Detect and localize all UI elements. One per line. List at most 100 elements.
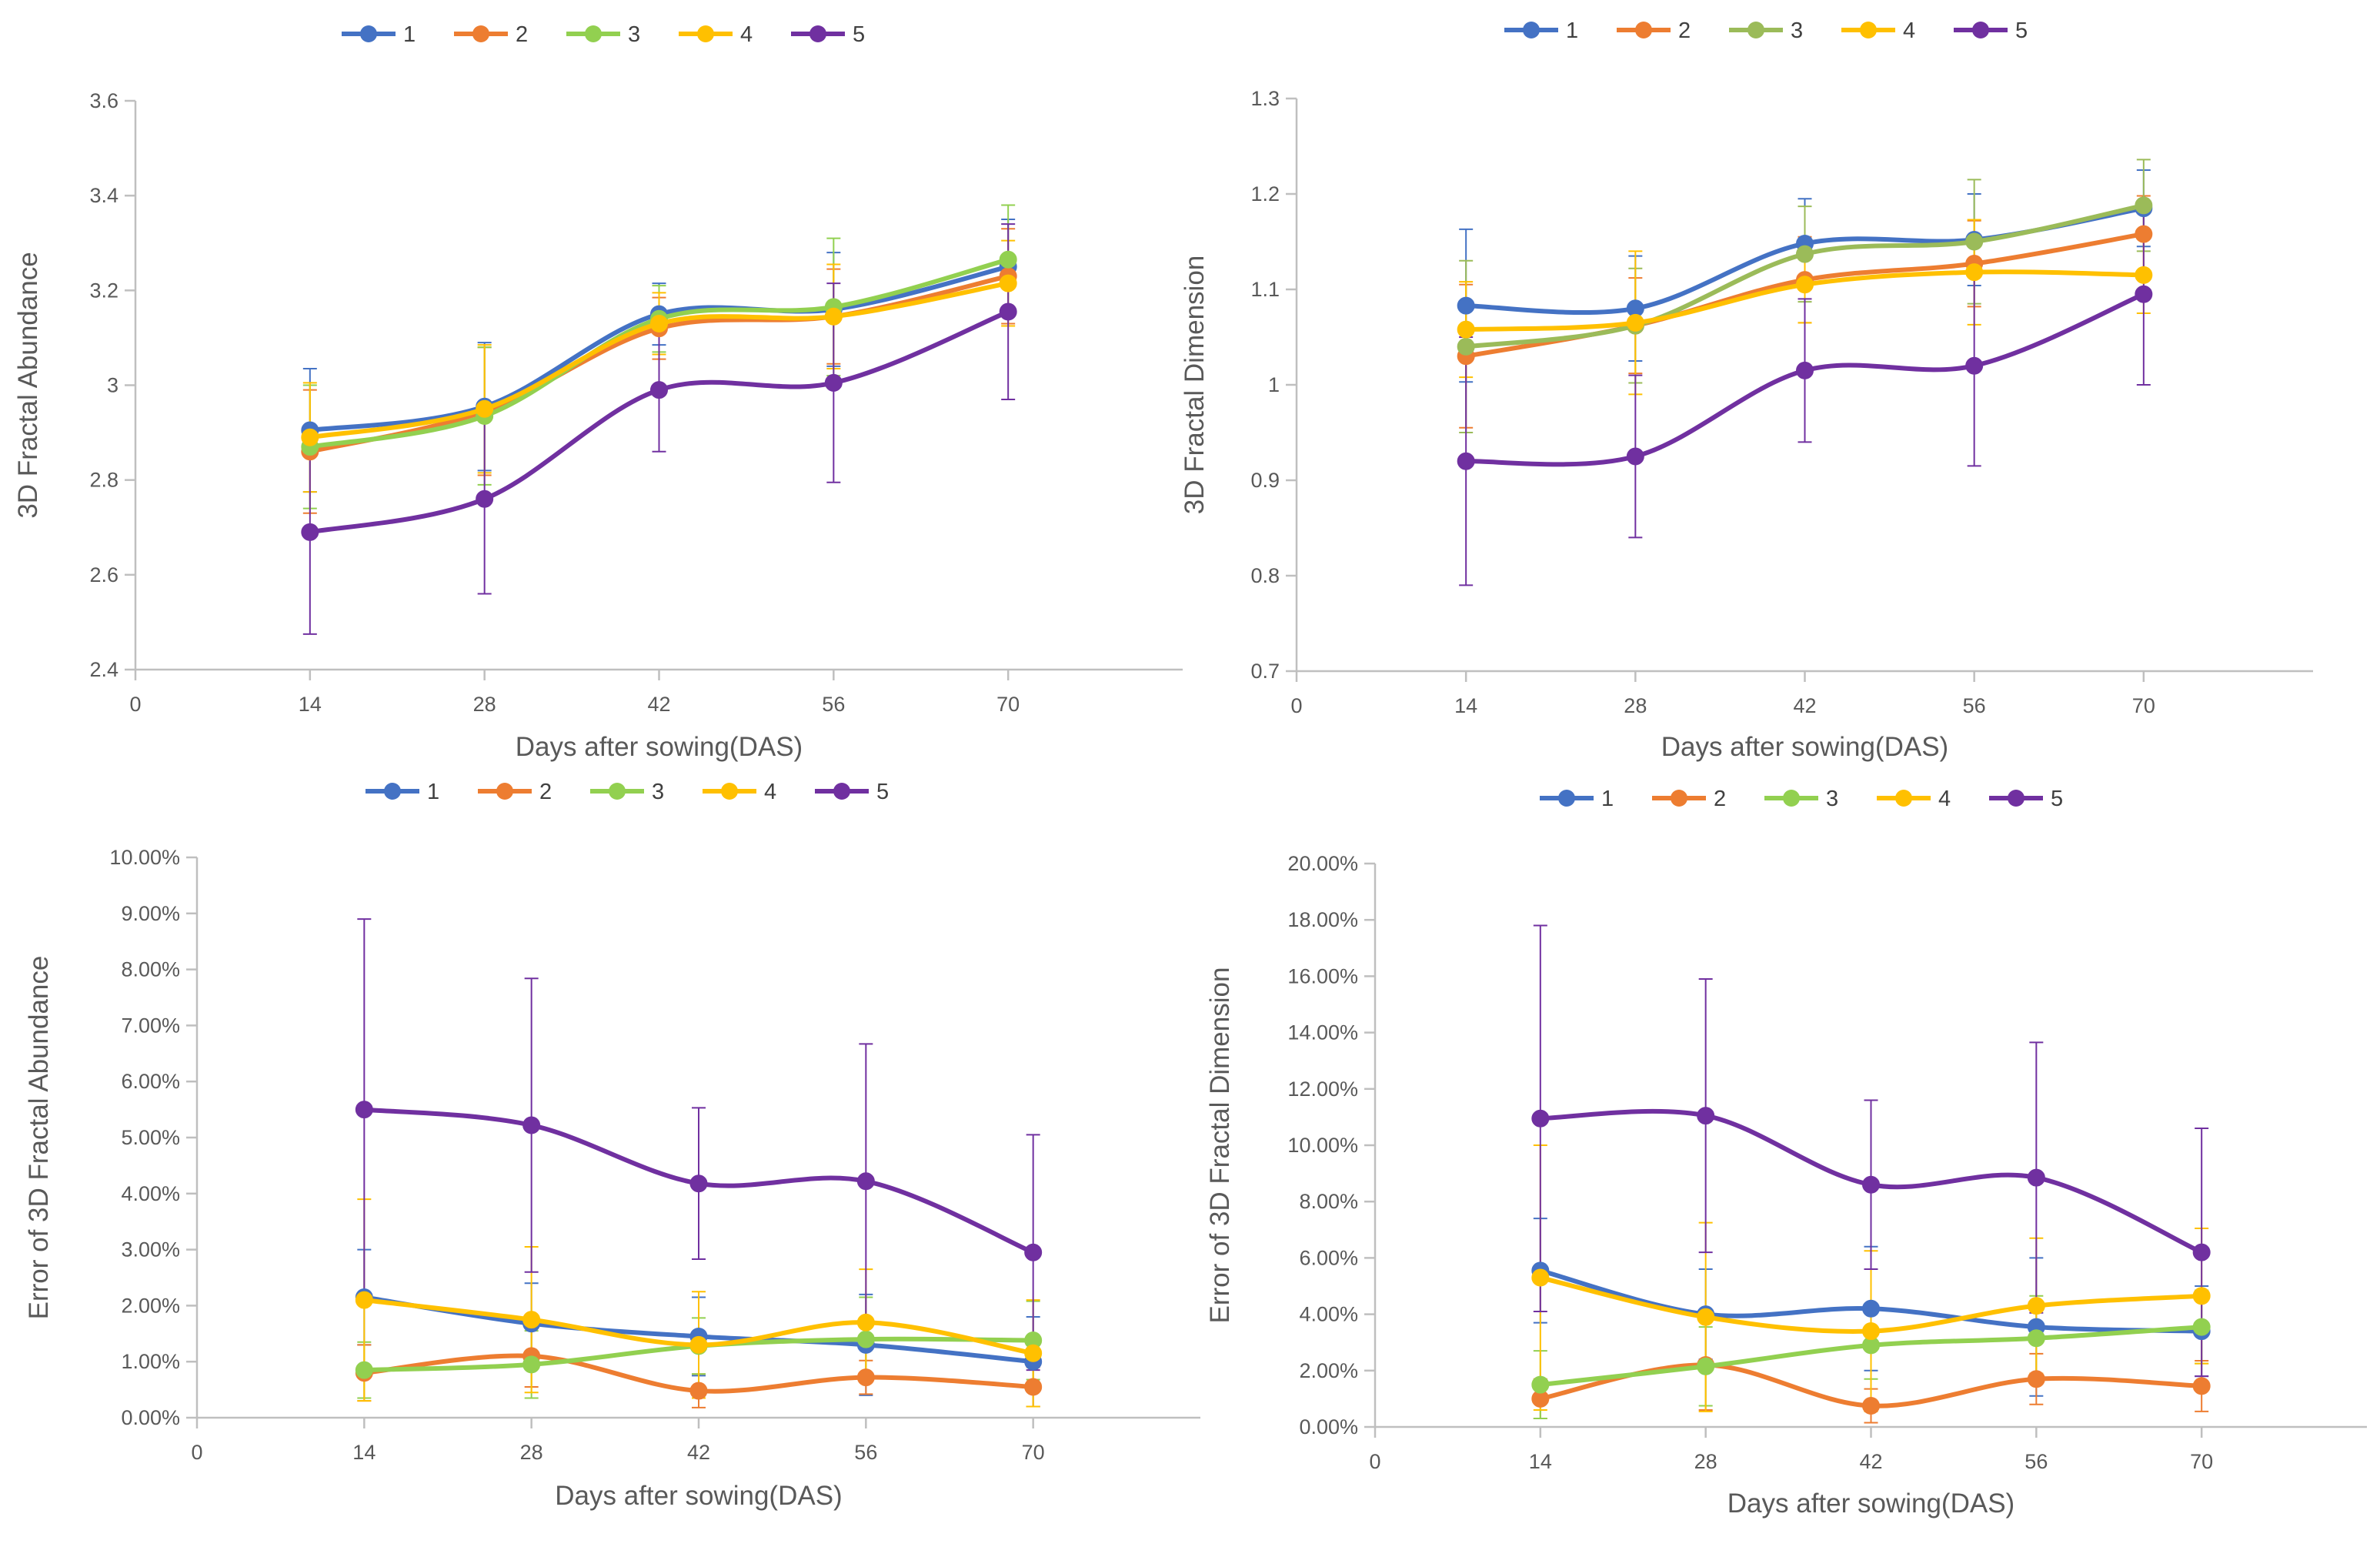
data-point-series-4	[522, 1311, 541, 1329]
legend-marker-series-3	[609, 783, 626, 800]
legend-label-series-1: 1	[403, 22, 416, 47]
y-tick-label: 6.00%	[121, 1070, 180, 1093]
data-point-series-4	[301, 428, 319, 446]
data-point-series-4	[1965, 263, 1984, 282]
legend: 1 2 3 4 5	[342, 22, 865, 47]
x-tick-label: 56	[2025, 1450, 2048, 1473]
y-axis-title: 3D Fractal Abundance	[13, 252, 43, 518]
data-point-series-4	[689, 1335, 708, 1354]
y-tick-label: 16.00%	[1287, 964, 1358, 987]
y-tick-label: 0.8	[1250, 564, 1280, 587]
x-axis-title: Days after sowing(DAS)	[516, 732, 803, 762]
x-tick-label: 28	[1624, 694, 1647, 717]
legend-marker-series-5	[809, 25, 826, 42]
y-tick-label: 2.00%	[121, 1294, 180, 1317]
y-tick-label: 9.00%	[121, 902, 180, 925]
y-tick-label: 10.00%	[1287, 1134, 1358, 1157]
y-axis-title: Error of 3D Fractal Abundance	[24, 956, 54, 1320]
legend-marker-series-5	[2008, 790, 2025, 807]
data-point-series-4	[1697, 1308, 1715, 1326]
legend-label-series-1: 1	[427, 780, 439, 804]
data-point-series-3	[2192, 1318, 2211, 1336]
y-tick-label: 12.00%	[1287, 1078, 1358, 1101]
data-point-series-5	[2192, 1243, 2211, 1261]
y-tick-label: 2.8	[89, 469, 118, 492]
legend-label-series-2: 2	[1678, 18, 1691, 43]
legend-label-series-1: 1	[1566, 18, 1578, 43]
legend-label-series-3: 3	[628, 22, 640, 47]
legend-marker-series-2	[472, 25, 489, 42]
data-point-series-4	[1796, 276, 1814, 294]
data-point-series-5	[522, 1116, 541, 1134]
data-point-series-2	[689, 1382, 708, 1400]
legend-marker-series-5	[833, 783, 850, 800]
legend-marker-series-4	[697, 25, 714, 42]
data-point-series-4	[2027, 1297, 2045, 1315]
legend-label-series-4: 4	[1903, 18, 1915, 43]
data-point-series-4	[2192, 1287, 2211, 1305]
legend-marker-series-1	[384, 783, 401, 800]
x-tick-label: 42	[647, 693, 670, 716]
y-tick-label: 18.00%	[1287, 908, 1358, 931]
x-axis-title: Days after sowing(DAS)	[1727, 1489, 2014, 1519]
legend-marker-series-5	[1972, 22, 1989, 38]
data-point-series-2	[2192, 1377, 2211, 1395]
x-tick-label: 14	[352, 1441, 376, 1464]
data-point-series-5	[2027, 1168, 2045, 1187]
y-tick-label: 10.00%	[109, 846, 180, 869]
data-point-series-5	[1697, 1107, 1715, 1125]
legend-marker-series-4	[1860, 22, 1877, 38]
data-point-series-3	[1965, 232, 1984, 251]
x-tick-label: 14	[1529, 1450, 1552, 1473]
x-tick-label: 42	[1859, 1450, 1882, 1473]
data-point-series-4	[650, 314, 668, 332]
y-tick-label: 6.00%	[1299, 1246, 1358, 1269]
data-point-series-4	[824, 307, 843, 326]
data-point-series-2	[2135, 225, 2153, 243]
data-point-series-3	[2135, 196, 2153, 215]
data-point-series-2	[1862, 1397, 1880, 1415]
y-tick-label: 3	[107, 374, 118, 397]
data-point-series-3	[355, 1361, 373, 1379]
legend-marker-series-2	[1635, 22, 1652, 38]
data-point-series-2	[2027, 1370, 2045, 1388]
legend-label-series-3: 3	[1826, 787, 1838, 811]
x-tick-label: 0	[1369, 1450, 1380, 1473]
data-point-series-4	[1024, 1344, 1043, 1362]
data-point-series-3	[1796, 245, 1814, 263]
data-point-series-4	[355, 1291, 373, 1309]
y-tick-label: 3.00%	[121, 1238, 180, 1261]
x-tick-label: 42	[687, 1441, 710, 1464]
chart-panel-bottom-right: 0.00% 2.00% 4.00% 6.00% 8.00% 10.00% 12.00% 14.…	[1205, 787, 2367, 1519]
y-axis-title: Error of 3D Fractal Dimension	[1205, 967, 1235, 1324]
y-tick-label: 7.00%	[121, 1014, 180, 1037]
data-point-series-3	[856, 1330, 875, 1348]
legend-label-series-2: 2	[516, 22, 528, 47]
data-point-series-3	[522, 1355, 541, 1374]
data-point-series-5	[824, 373, 843, 392]
data-point-series-5	[1796, 361, 1814, 379]
legend-label-series-1: 1	[1601, 787, 1614, 811]
data-point-series-4	[1862, 1322, 1880, 1341]
data-point-series-5	[1457, 452, 1475, 470]
x-axis-title: Days after sowing(DAS)	[555, 1481, 842, 1511]
x-tick-label: 70	[996, 693, 1020, 716]
legend-marker-series-3	[1783, 790, 1800, 807]
legend-marker-series-4	[1895, 790, 1912, 807]
y-tick-label: 1.2	[1250, 182, 1280, 205]
y-tick-label: 0.00%	[1299, 1415, 1358, 1438]
chart-panel-bottom-left: 0.00% 1.00% 2.00% 3.00% 4.00% 5.00% 6.00% 7.00%…	[24, 780, 1200, 1511]
data-point-series-4	[1531, 1268, 1550, 1287]
legend-marker-series-1	[360, 25, 377, 42]
x-tick-label: 28	[473, 693, 496, 716]
data-point-series-4	[999, 274, 1017, 292]
x-tick-label: 56	[1963, 694, 1986, 717]
legend-label-series-5: 5	[853, 22, 865, 47]
legend-marker-series-2	[1671, 790, 1687, 807]
data-point-series-3	[1457, 337, 1475, 356]
data-point-series-5	[1626, 447, 1644, 466]
y-tick-label: 0.9	[1250, 469, 1280, 492]
data-point-series-5	[1024, 1243, 1043, 1261]
legend-label-series-5: 5	[2015, 18, 2028, 43]
